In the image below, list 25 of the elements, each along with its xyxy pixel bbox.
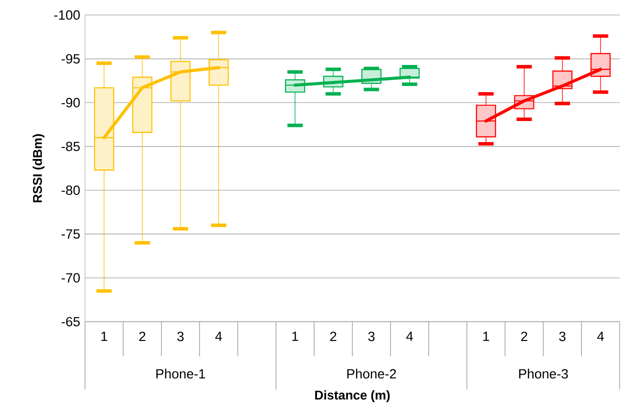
x-tick-label: 2 bbox=[139, 332, 146, 342]
y-tick-label: -75 bbox=[62, 230, 80, 239]
x-tick-label: 2 bbox=[521, 332, 528, 342]
y-axis-title: RSSI (dBm) bbox=[32, 134, 44, 202]
x-tick-label: 1 bbox=[101, 332, 108, 342]
y-tick-label: -70 bbox=[62, 273, 80, 283]
x-tick-label: 4 bbox=[215, 332, 222, 342]
x-tick-label: 2 bbox=[330, 332, 336, 342]
x-tick-label: 1 bbox=[483, 332, 490, 342]
text: Phone-1 bbox=[156, 368, 206, 379]
y-tick-label: -85 bbox=[62, 142, 80, 152]
y-tick-label: -95 bbox=[62, 54, 80, 64]
y-tick-label: -90 bbox=[62, 98, 80, 108]
text: Phone-3 bbox=[519, 368, 568, 379]
y-tick-label: -65 bbox=[62, 317, 80, 327]
y-tick-label: -80 bbox=[62, 186, 80, 196]
x-tick-label: 3 bbox=[559, 332, 566, 342]
x-tick-label: 3 bbox=[368, 332, 375, 342]
x-tick-label: 3 bbox=[177, 332, 184, 342]
y-tick-label: -100 bbox=[54, 10, 80, 20]
x-tick-label: 4 bbox=[597, 332, 604, 342]
x-axis-title: Distance (m) bbox=[315, 390, 390, 402]
x-tick-label: 4 bbox=[406, 332, 413, 342]
text: Phone-2 bbox=[347, 368, 396, 379]
x-tick-label: 1 bbox=[292, 332, 298, 342]
